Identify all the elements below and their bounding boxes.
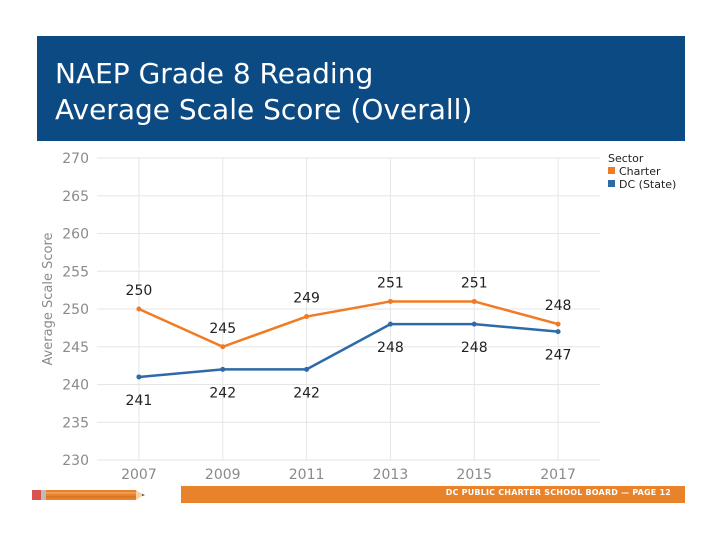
x-tick-label: 2011: [289, 467, 325, 480]
data-label: 251: [461, 275, 488, 291]
y-tick-label: 230: [62, 453, 89, 469]
data-label: 241: [126, 393, 153, 409]
x-tick-label: 2009: [205, 467, 241, 480]
data-point: [304, 314, 310, 320]
legend-swatch: [608, 180, 615, 187]
data-label: 245: [209, 321, 236, 337]
x-tick-label: 2013: [373, 467, 409, 480]
series-line-dc-state-: [138, 322, 559, 379]
data-label: 248: [461, 340, 488, 356]
line-chart: 230 235 240 245 250 255 260 265 270 2007 2009 2011 2…: [41, 151, 676, 480]
legend-title: Sector: [608, 152, 644, 165]
legend-item-label: Charter: [619, 165, 661, 178]
data-point: [471, 298, 477, 304]
data-label: 248: [377, 340, 404, 356]
footer-bar: DC PUBLIC CHARTER SCHOOL BOARD — PAGE 12: [181, 486, 685, 503]
data-point: [555, 321, 561, 327]
data-point: [304, 366, 310, 372]
pencil-icon: [32, 490, 145, 500]
data-point: [136, 374, 142, 380]
data-label: 251: [377, 275, 404, 291]
data-point: [387, 298, 393, 304]
data-label: 242: [293, 385, 320, 401]
x-tick-label: 2015: [456, 467, 492, 480]
y-tick-label: 270: [62, 151, 89, 167]
y-tick-label: 265: [62, 189, 89, 205]
y-tick-label: 260: [62, 227, 89, 243]
legend-swatch: [608, 167, 615, 174]
data-label: 242: [209, 385, 236, 401]
title-banner: NAEP Grade 8 Reading Average Scale Score…: [37, 36, 685, 141]
slide-title-line-2: Average Scale Score (Overall): [55, 93, 473, 126]
x-tick-label: 2017: [540, 467, 576, 480]
y-tick-label: 240: [62, 378, 89, 394]
data-label: 249: [293, 291, 320, 307]
y-tick-label: 235: [62, 415, 89, 431]
y-tick-label: 255: [62, 264, 89, 280]
y-axis-title: Average Scale Score: [41, 232, 56, 365]
data-point: [555, 329, 561, 335]
data-label: 248: [545, 298, 572, 314]
x-tick-label: 2007: [121, 467, 157, 480]
y-tick-label: 245: [62, 340, 89, 356]
data-point: [387, 321, 393, 327]
data-label: 250: [126, 283, 153, 299]
footer-text: DC PUBLIC CHARTER SCHOOL BOARD — PAGE 12: [445, 488, 671, 497]
data-point: [220, 366, 226, 372]
y-tick-label: 250: [62, 302, 89, 318]
data-point: [220, 344, 226, 350]
legend-item-label: DC (State): [619, 178, 676, 191]
data-label: 247: [545, 348, 572, 364]
data-point: [136, 306, 142, 312]
slide-title-line-1: NAEP Grade 8 Reading: [55, 57, 374, 90]
series-line-charter: [138, 300, 559, 348]
data-point: [471, 321, 477, 327]
